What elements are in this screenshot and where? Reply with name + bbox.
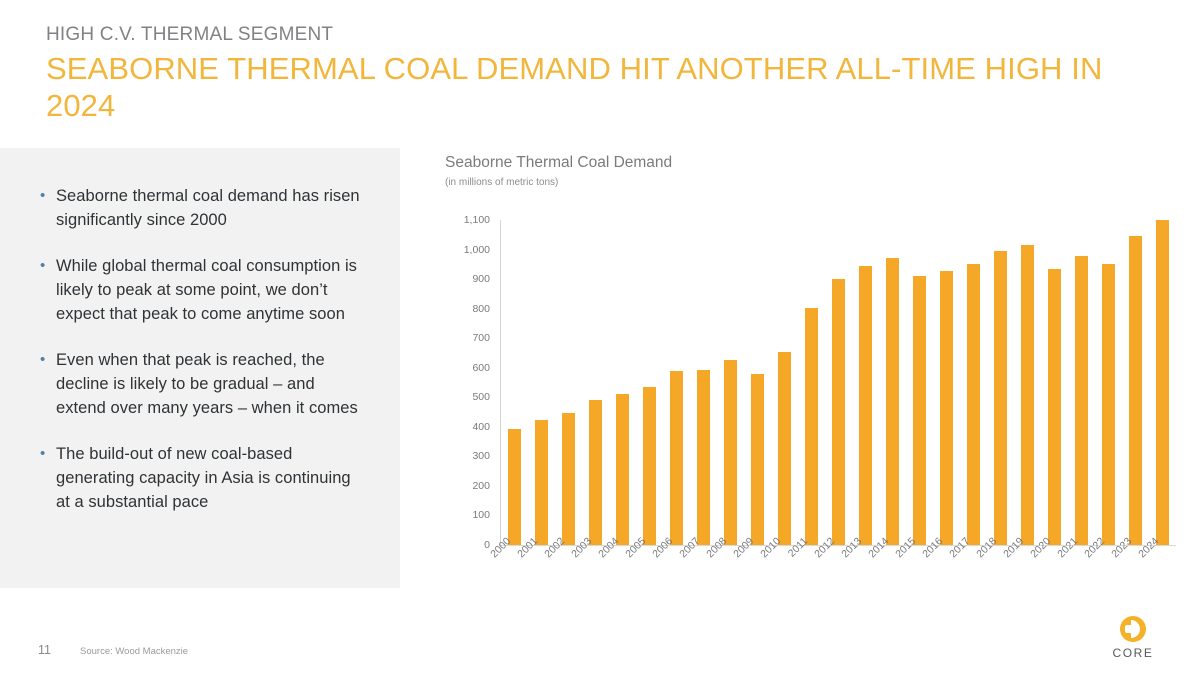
chart-title: Seaborne Thermal Coal Demand xyxy=(445,154,673,171)
bar[interactable] xyxy=(616,393,629,545)
bullet-text: Even when that peak is reached, the decl… xyxy=(56,351,358,417)
bar[interactable] xyxy=(589,400,602,545)
bar-slot xyxy=(933,220,960,545)
slide-headline: SEABORNE THERMAL COAL DEMAND HIT ANOTHER… xyxy=(46,51,1103,123)
bullet-dot-icon: • xyxy=(40,257,46,274)
bar[interactable] xyxy=(859,265,872,545)
bar[interactable] xyxy=(643,386,656,545)
chart-container: Seaborne Thermal Coal Demand (in million… xyxy=(430,150,1190,600)
bar[interactable] xyxy=(1102,264,1115,545)
bar-slot xyxy=(663,220,690,545)
bar-slot xyxy=(960,220,987,545)
y-axis-tick-label: 200 xyxy=(472,479,490,492)
bar-slot xyxy=(501,220,528,545)
y-axis-tick-label: 1,100 xyxy=(463,214,490,226)
bar-slot xyxy=(555,220,582,545)
source-note: Source: Wood Mackenzie xyxy=(80,646,189,657)
slide-eyebrow: HIGH C.V. THERMAL SEGMENT xyxy=(46,24,334,45)
bar[interactable] xyxy=(994,251,1007,545)
bullet-dot-icon: • xyxy=(40,445,46,462)
bullet-dot-icon: • xyxy=(40,187,46,204)
bar-slot xyxy=(1014,220,1041,545)
bar-slot xyxy=(690,220,717,545)
core-logo: CORE xyxy=(1104,616,1162,664)
bar[interactable] xyxy=(886,258,899,545)
bullet-text: Seaborne thermal coal demand has risen s… xyxy=(56,187,360,229)
y-axis-tick-label: 700 xyxy=(472,332,490,345)
bullet-item: • Even when that peak is reached, the dec… xyxy=(40,348,360,420)
bar[interactable] xyxy=(562,412,575,545)
bar[interactable] xyxy=(1075,256,1088,545)
bar[interactable] xyxy=(778,352,791,545)
bullet-item: • Seaborne thermal coal demand has risen … xyxy=(40,184,360,232)
bullet-item: • The build-out of new coal-based generat… xyxy=(40,442,360,514)
bar[interactable] xyxy=(508,428,521,545)
y-axis-tick-label: 500 xyxy=(472,391,490,404)
bar-slot xyxy=(609,220,636,545)
bullet-list: • Seaborne thermal coal demand has risen … xyxy=(40,184,360,536)
y-axis-tick-label: 400 xyxy=(472,420,490,433)
bar-slot xyxy=(717,220,744,545)
bullet-dot-icon: • xyxy=(40,351,46,368)
core-flame-icon xyxy=(1120,616,1146,642)
bar[interactable] xyxy=(1021,245,1034,545)
bar-slot xyxy=(879,220,906,545)
bar-slot xyxy=(771,220,798,545)
bar[interactable] xyxy=(940,270,953,545)
bullet-panel: • Seaborne thermal coal demand has risen … xyxy=(0,148,400,588)
bar-slot xyxy=(798,220,825,545)
bar-slot xyxy=(528,220,555,545)
bar-slot xyxy=(744,220,771,545)
y-axis-tick-label: 300 xyxy=(472,450,490,463)
bar-series xyxy=(501,220,1176,545)
page-number: 11 xyxy=(38,643,51,657)
y-axis-line xyxy=(500,220,501,545)
y-axis-tick-label: 900 xyxy=(472,273,490,286)
bar-slot xyxy=(852,220,879,545)
bar[interactable] xyxy=(697,369,710,545)
bar[interactable] xyxy=(832,279,845,545)
bar-slot xyxy=(582,220,609,545)
chart-subtitle: (in millions of metric tons) xyxy=(445,177,559,188)
bar-slot xyxy=(825,220,852,545)
y-axis-tick-label: 100 xyxy=(472,509,490,522)
x-axis-line xyxy=(500,545,1176,546)
bar[interactable] xyxy=(913,276,926,545)
x-axis: 2000 2001 2002 2003 2004 2005 2006 2007 2008 2009… xyxy=(488,535,1176,609)
y-axis-tick-label: 1,000 xyxy=(463,243,490,256)
bullet-text: The build-out of new coal-based generati… xyxy=(56,445,351,511)
bullet-item: • While global thermal coal consumption i… xyxy=(40,254,360,326)
bar[interactable] xyxy=(967,263,980,545)
bar-slot xyxy=(1095,220,1122,545)
y-axis-tick-label: 800 xyxy=(472,302,490,315)
y-axis-tick-label: 0 xyxy=(484,539,490,551)
bar-slot xyxy=(1041,220,1068,545)
bar[interactable] xyxy=(535,420,548,545)
bar-slot xyxy=(906,220,933,545)
y-axis: 1,100 1,000 900 800 700 600 500 400 300 200 100 0 xyxy=(444,214,496,551)
bar-slot xyxy=(1149,220,1176,545)
bar[interactable] xyxy=(1129,236,1142,545)
bullet-text: While global thermal coal consumption is… xyxy=(56,257,357,323)
bar[interactable] xyxy=(751,374,764,545)
bar-slot xyxy=(1068,220,1095,545)
core-logo-text: CORE xyxy=(1112,646,1154,660)
bar[interactable] xyxy=(1048,269,1061,545)
y-axis-tick-label: 600 xyxy=(472,361,490,374)
x-axis-slot: 2024 xyxy=(1136,535,1176,609)
bar[interactable] xyxy=(805,308,818,545)
bar[interactable] xyxy=(1156,220,1169,545)
bar-slot xyxy=(987,220,1014,545)
bar[interactable] xyxy=(724,359,737,545)
bar-slot xyxy=(636,220,663,545)
bar-chart-plot: 1,100 1,000 900 800 700 600 500 400 300 200 100 0 2… xyxy=(444,214,1176,560)
bar-slot xyxy=(1122,220,1149,545)
bar[interactable] xyxy=(670,371,683,545)
